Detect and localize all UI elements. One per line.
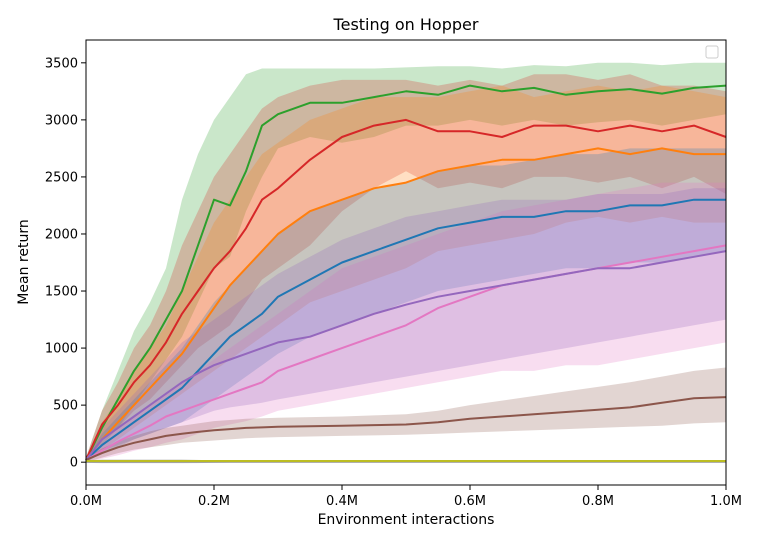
series-band-7 (86, 367, 726, 463)
series-line-7 (85, 396, 727, 461)
series-band-5 (86, 182, 726, 463)
x-tick-label: 0.6M (454, 494, 486, 509)
y-tick-label: 1500 (45, 285, 78, 300)
x-tick-label: 0.2M (198, 494, 230, 509)
x-tick-label: 1.0M (710, 494, 742, 509)
y-tick-label: 1000 (45, 342, 78, 357)
series-band-4 (86, 148, 726, 463)
series-line-4 (85, 198, 726, 461)
x-axis-ticks: 0.0M 0.2M 0.4M 0.6M 0.8M 1.0M (70, 485, 742, 509)
x-tick-label: 0.8M (582, 494, 614, 509)
x-tick-label: 0.4M (326, 494, 358, 509)
series-line-3 (85, 147, 726, 461)
y-tick-label: 3500 (45, 56, 78, 71)
y-tick-label: 3000 (45, 113, 78, 128)
y-axis-label: Mean return (16, 219, 32, 304)
plot-frame (85, 39, 727, 486)
legend-box (705, 45, 719, 59)
chart-title: Testing on Hopper (333, 15, 479, 34)
series-line-1 (85, 84, 727, 461)
y-tick-label: 2000 (45, 227, 78, 242)
series-lines (85, 84, 727, 463)
series-line-6 (85, 250, 727, 461)
series-band-3 (86, 85, 726, 463)
y-axis-ticks: 0 500 1000 1500 2000 2500 3000 3500 (45, 56, 86, 471)
series-band-1 (86, 62, 726, 463)
series-line-2 (85, 118, 727, 461)
x-tick-label: 0.0M (70, 494, 102, 509)
y-tick-label: 500 (53, 399, 78, 414)
y-tick-label: 2500 (45, 170, 78, 185)
x-axis-label: Environment interactions (318, 512, 495, 528)
y-tick-label: 0 (70, 456, 78, 471)
